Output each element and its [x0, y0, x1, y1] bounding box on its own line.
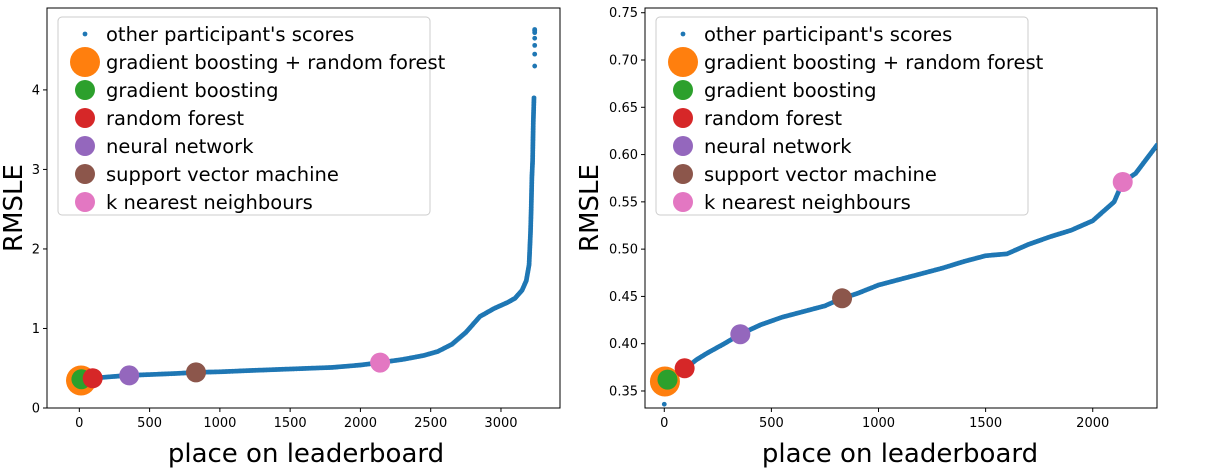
participant-score-point	[1154, 142, 1157, 148]
legend-marker	[673, 136, 693, 156]
legend-marker	[673, 192, 693, 212]
legend-marker	[668, 47, 698, 77]
legend-marker	[70, 47, 100, 77]
x-axis-label: place on leaderboard	[168, 439, 444, 469]
y-tick-label: 0.45	[609, 290, 638, 305]
legend: other participant's scores gradient boost…	[655, 16, 1044, 216]
x-tick-label: 0	[75, 416, 83, 431]
x-tick-label: 500	[759, 416, 784, 431]
legend-marker	[75, 80, 95, 100]
legend-label: gradient boosting	[704, 79, 877, 102]
participant-score-point	[532, 42, 538, 48]
legend-marker	[75, 108, 95, 128]
legend-label: other participant's scores	[106, 23, 354, 46]
legend-frame	[57, 16, 431, 216]
participant-score-point	[661, 401, 667, 407]
legend-label: gradient boosting + random forest	[704, 51, 1044, 74]
y-axis-label: RMSLE	[575, 164, 605, 252]
model-point-k-nearest-neighbours	[370, 352, 391, 373]
participant-score-point	[532, 27, 538, 32]
legend-marker	[680, 31, 686, 37]
participant-score-point	[532, 35, 538, 41]
model-point-support-vector-machine	[832, 288, 853, 309]
legend-marker	[673, 108, 693, 128]
x-tick-label: 1000	[203, 416, 236, 431]
y-tick-label: 0.55	[609, 195, 638, 210]
data-layer	[66, 27, 538, 396]
x-tick-label: 0	[660, 416, 668, 431]
legend-label: random forest	[704, 107, 842, 130]
x-tick-label: 2500	[414, 416, 447, 431]
model-point-gradient-boosting	[657, 369, 678, 390]
legend-label: neural network	[106, 135, 254, 158]
y-tick-label: 0.35	[609, 384, 638, 399]
legend-label: k nearest neighbours	[704, 191, 911, 214]
x-tick-label: 3000	[484, 416, 517, 431]
model-point-support-vector-machine	[185, 362, 206, 383]
participant-score-point	[532, 63, 538, 69]
y-tick-label: 0.60	[609, 148, 638, 163]
model-point-random-forest	[674, 358, 695, 379]
model-point-neural-network	[730, 324, 751, 345]
y-tick-label: 1	[32, 322, 40, 337]
legend-marker	[673, 164, 693, 184]
legend-label: k nearest neighbours	[106, 191, 313, 214]
chart-panel-2: 0 500 1000 1500 2000 0.35 0.40 0.45 0.50 0.55 0.60…	[575, 6, 1158, 469]
legend-frame	[655, 16, 1029, 216]
participant-score-point	[531, 95, 537, 101]
legend-label: support vector machine	[704, 163, 937, 186]
legend-marker	[82, 31, 88, 37]
model-point-neural-network	[119, 365, 140, 386]
legend-marker	[75, 192, 95, 212]
legend-label: gradient boosting + random forest	[106, 51, 446, 74]
legend-label: other participant's scores	[704, 23, 952, 46]
legend-label: gradient boosting	[106, 79, 279, 102]
x-tick-label: 500	[137, 416, 162, 431]
model-point-k-nearest-neighbours	[1112, 171, 1133, 192]
y-tick-label: 2	[32, 242, 40, 257]
legend-label: neural network	[704, 135, 852, 158]
y-tick-label: 0.70	[609, 54, 638, 69]
data-layer	[649, 142, 1157, 407]
y-tick-label: 0	[32, 402, 40, 417]
x-tick-label: 2000	[1076, 416, 1109, 431]
model-point-random-forest	[82, 368, 103, 389]
y-tick-label: 0.40	[609, 337, 638, 352]
legend-marker	[75, 136, 95, 156]
x-tick-label: 1000	[862, 416, 895, 431]
legend-marker	[75, 164, 95, 184]
x-axis-label: place on leaderboard	[762, 439, 1038, 469]
legend-label: random forest	[106, 107, 244, 130]
legend-marker	[673, 80, 693, 100]
x-tick-label: 1500	[274, 416, 307, 431]
y-tick-label: 0.65	[609, 101, 638, 116]
x-tick-label: 1500	[969, 416, 1002, 431]
y-tick-label: 0.50	[609, 243, 638, 258]
x-tick-label: 2000	[344, 416, 377, 431]
y-axis-label: RMSLE	[0, 164, 29, 252]
legend-label: support vector machine	[106, 163, 339, 186]
legend: other participant's scores gradient boost…	[57, 16, 446, 216]
y-tick-label: 4	[32, 83, 40, 98]
y-tick-label: 3	[32, 163, 40, 178]
participant-score-point	[532, 51, 538, 57]
chart-panel-1: 0 500 1000 1500 2000 2500 3000 0 1 2 3 4 place on le…	[0, 7, 561, 469]
y-tick-label: 0.75	[609, 6, 638, 21]
